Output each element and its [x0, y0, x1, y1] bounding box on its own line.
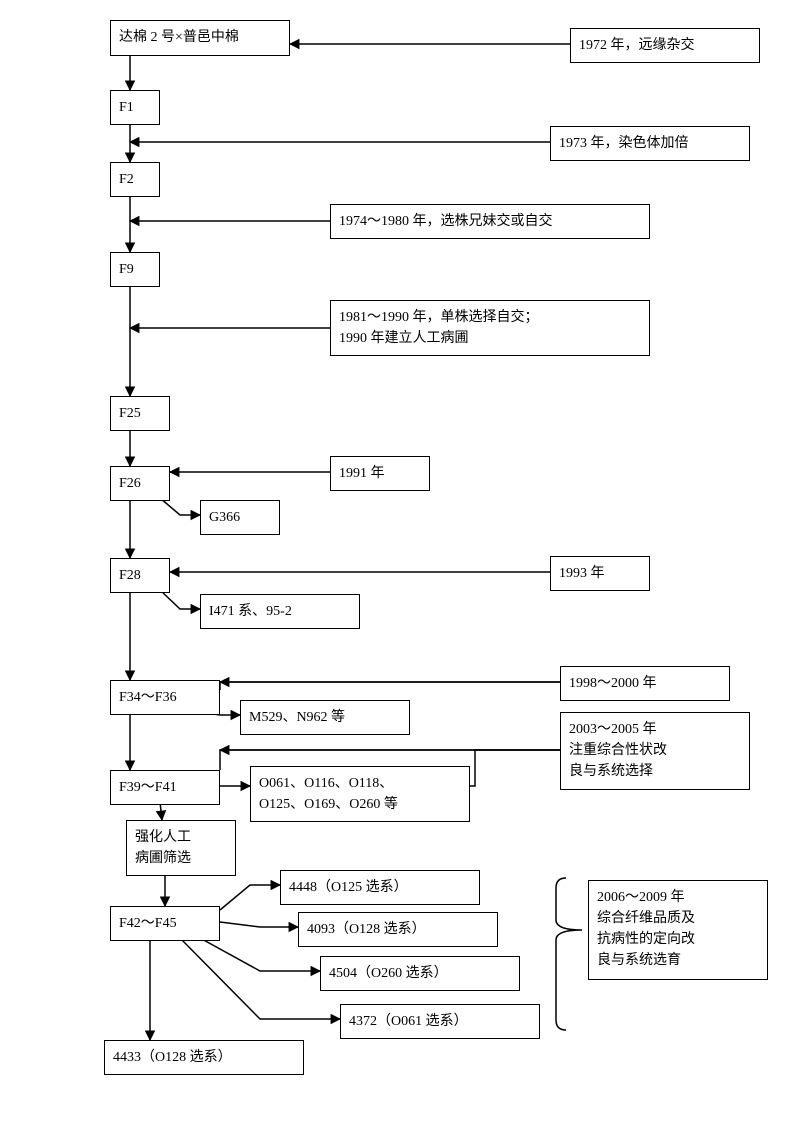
node-r4: 1981～1990 年，单株选择自交； 1990 年建立人工病圃	[330, 300, 650, 356]
node-b4093: 4093（O128 选系）	[298, 912, 498, 947]
node-f26: F26	[110, 466, 170, 501]
flowchart-canvas: 达棉 2 号×普邑中棉 1972 年，远缘杂交 F1 1973 年，染色体加倍 F2 19…	[0, 0, 800, 1135]
node-f4245: F42～F45	[110, 906, 220, 941]
node-m529: M529、N962 等	[240, 700, 410, 735]
node-o061: O061、O116、O118、 O125、O169、O260 等	[250, 766, 470, 822]
node-f3941: F39～F41	[110, 770, 220, 805]
node-b4448: 4448（O125 选系）	[280, 870, 480, 905]
node-r9: 2006～2009 年 综合纤维品质及 抗病性的定向改 良与系统选育	[588, 880, 768, 980]
node-f9: F9	[110, 252, 160, 287]
edge-f4245_4448	[220, 885, 280, 910]
node-f28: F28	[110, 558, 170, 593]
node-r6: 1993 年	[550, 556, 650, 591]
node-b4372: 4372（O061 选系）	[340, 1004, 540, 1039]
node-f3436: F34～F36	[110, 680, 220, 715]
edge-r8_left	[470, 750, 560, 786]
node-root: 达棉 2 号×普邑中棉	[110, 20, 290, 56]
node-f25: F25	[110, 396, 170, 431]
brace	[556, 878, 582, 1030]
node-b4433: 4433（O128 选系）	[104, 1040, 304, 1075]
edge-r7_left	[220, 682, 560, 690]
node-r5: 1991 年	[330, 456, 430, 491]
node-r3: 1974～1980 年，选株兄妹交或自交	[330, 204, 650, 239]
node-b4504: 4504（O260 选系）	[320, 956, 520, 991]
node-g366: G366	[200, 500, 280, 535]
node-r7: 1998～2000 年	[560, 666, 730, 701]
node-f1: F1	[110, 90, 160, 125]
node-f2: F2	[110, 162, 160, 197]
edge-f4245_4372	[180, 938, 340, 1019]
node-r1: 1972 年，远缘杂交	[570, 28, 760, 63]
node-r8: 2003～2005 年 注重综合性状改 良与系统选择	[560, 712, 750, 790]
node-i471: I471 系、95-2	[200, 594, 360, 629]
edge-f4245_4093	[220, 922, 298, 927]
node-r2: 1973 年，染色体加倍	[550, 126, 750, 161]
node-qianghua: 强化人工 病圃筛选	[126, 820, 236, 876]
